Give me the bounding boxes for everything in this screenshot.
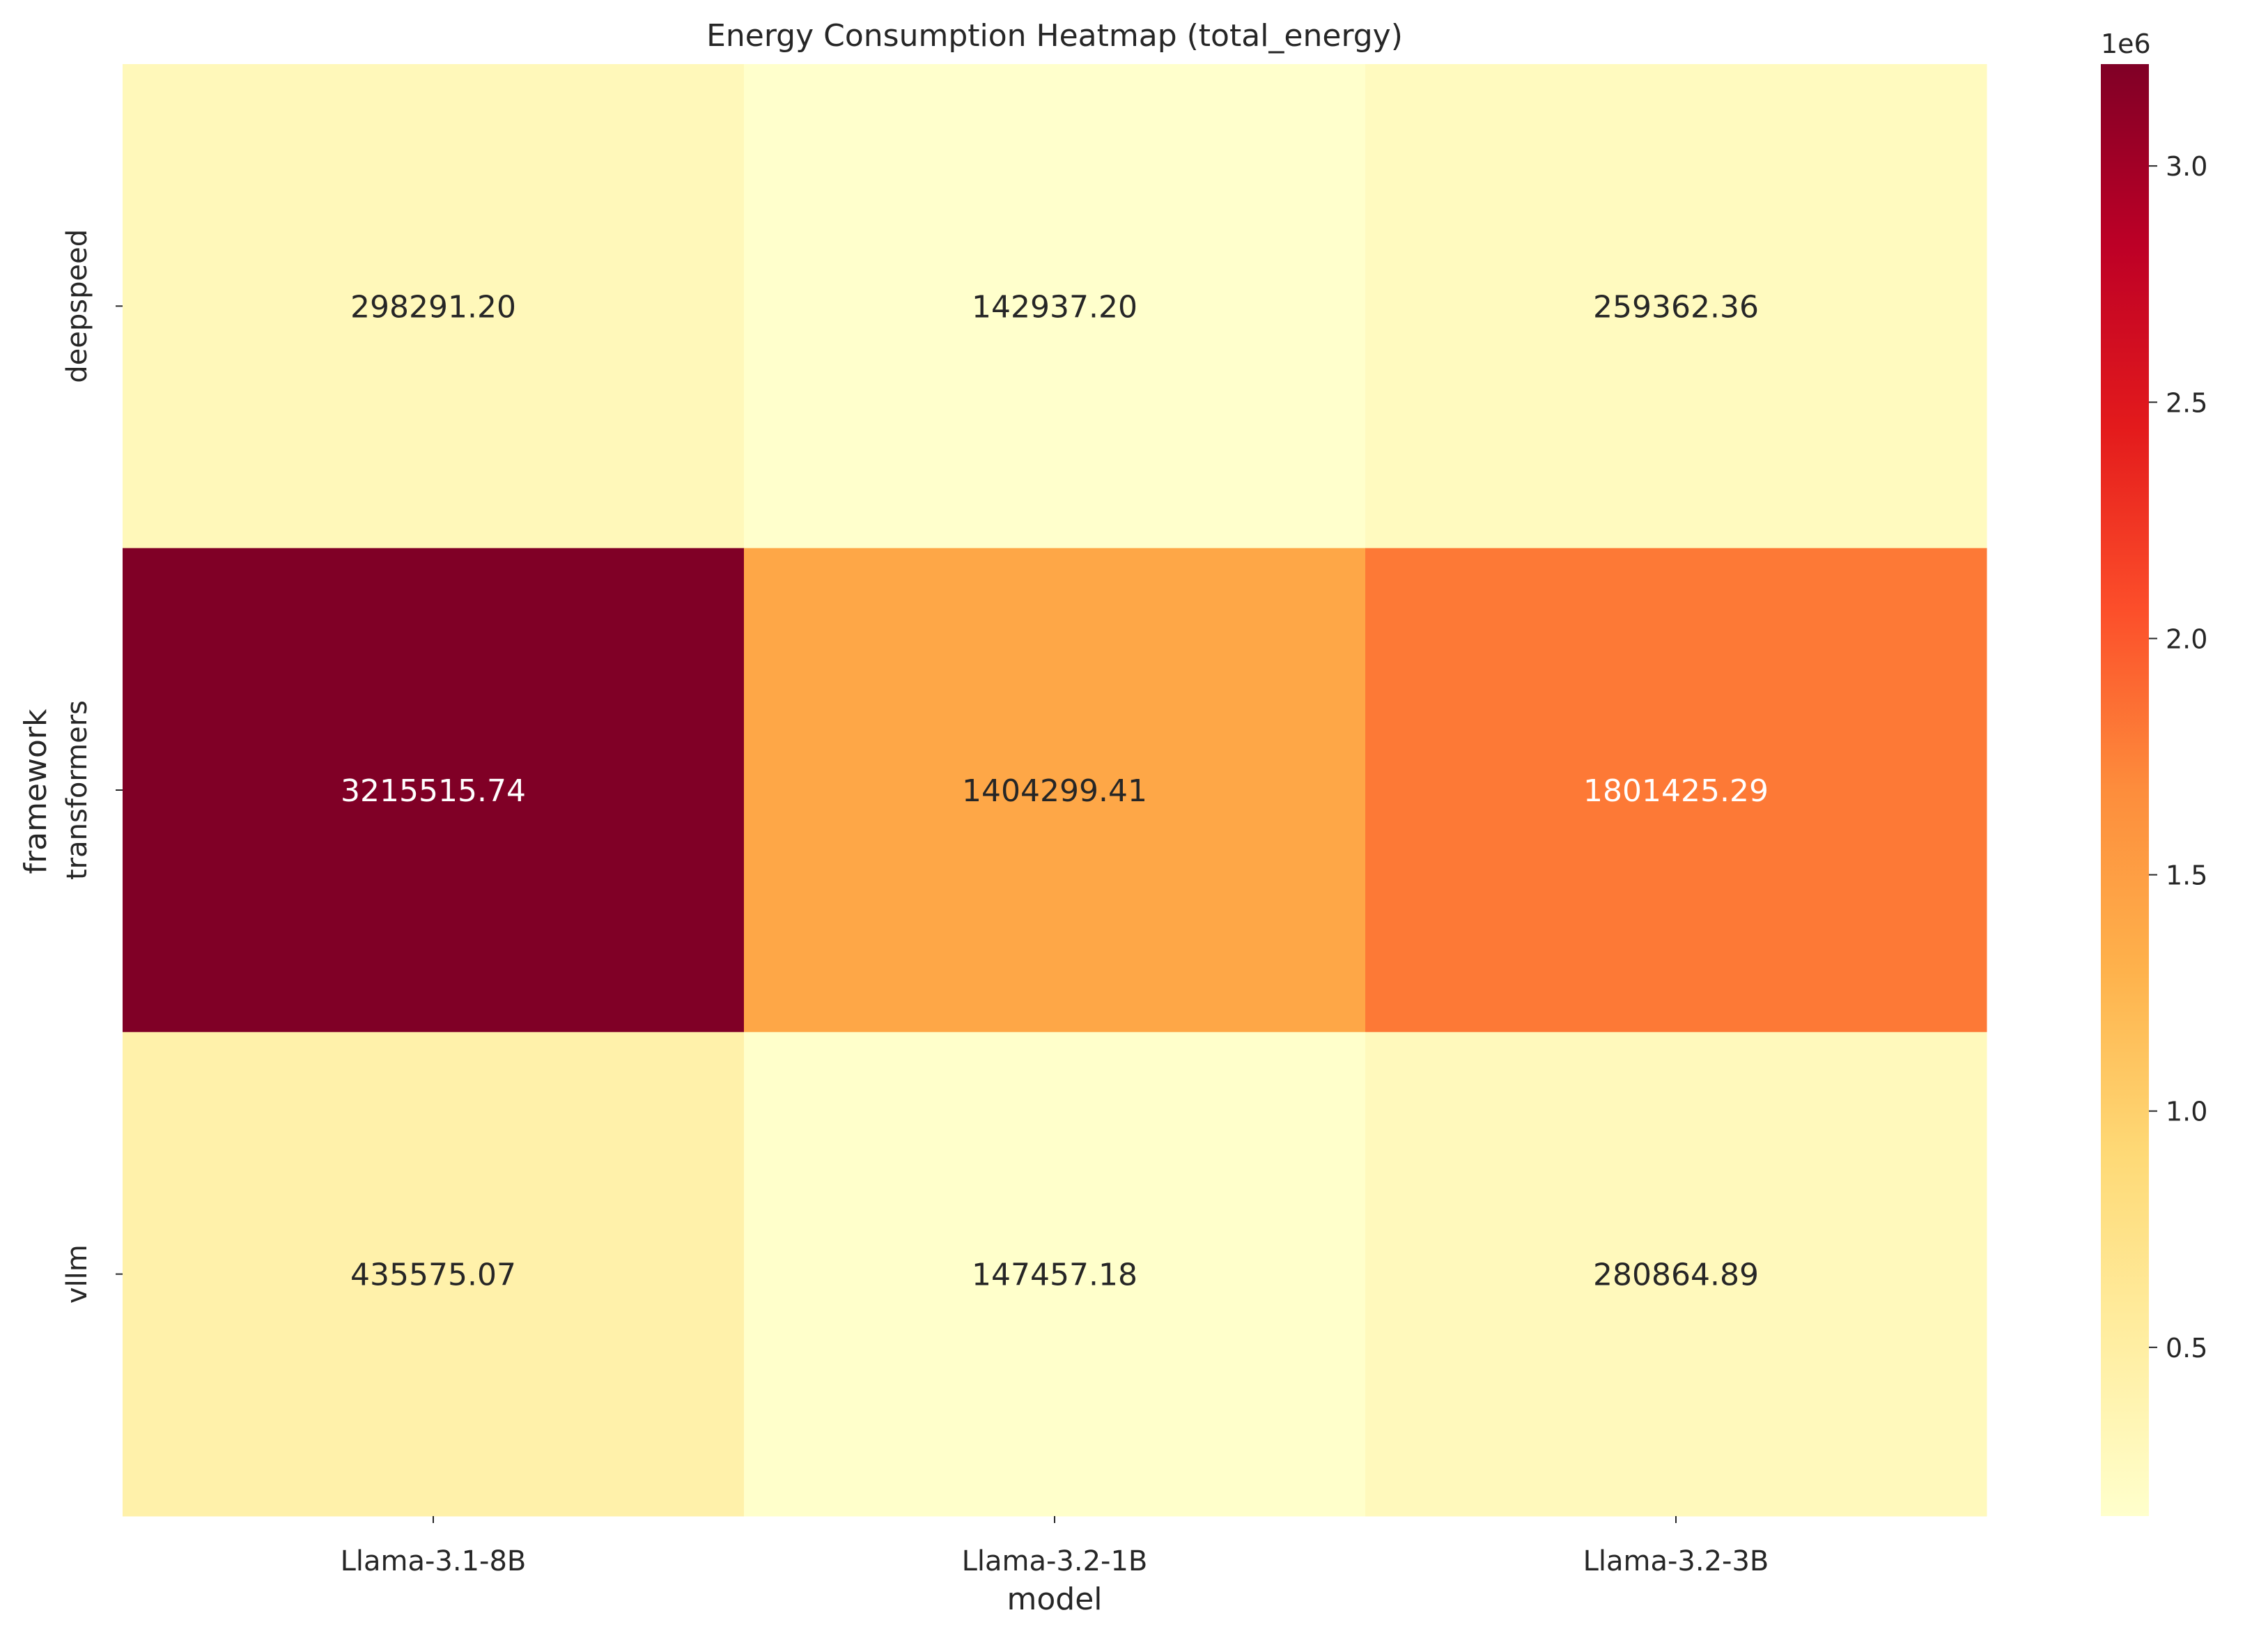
heatmap-cells — [123, 64, 1987, 1517]
chart-title: Energy Consumption Heatmap (total_energy… — [706, 18, 1403, 54]
x-tick-label: Llama-3.2-1B — [962, 1545, 1148, 1577]
y-tick-label: deepspeed — [61, 229, 93, 383]
heatmap-cell — [1365, 548, 1987, 1033]
cell-value-label: 142937.20 — [972, 289, 1137, 325]
colorbar-tick-label: 2.5 — [2166, 387, 2207, 418]
cell-value-label: 259362.36 — [1593, 289, 1759, 325]
x-axis-ticks: Llama-3.1-8B Llama-3.2-1B Llama-3.2-3B — [341, 1516, 1769, 1577]
y-axis-label: framework — [18, 709, 54, 874]
cell-value-label: 280864.89 — [1593, 1258, 1759, 1293]
cell-value-label: 435575.07 — [350, 1258, 516, 1293]
colorbar — [2101, 64, 2149, 1516]
heatmap-cell — [744, 548, 1366, 1033]
heatmap-cell — [123, 548, 745, 1033]
heatmap-cell-labels: 298291.20 142937.20 259362.36 3215515.74 140… — [341, 289, 1769, 1292]
y-tick-label: transformers — [61, 700, 93, 880]
colorbar-ticks: 0.5 1.0 1.5 2.0 2.5 3.0 — [2149, 151, 2207, 1363]
heatmap-cell — [1365, 1032, 1987, 1517]
colorbar-tick-label: 0.5 — [2166, 1333, 2207, 1363]
cell-value-label: 298291.20 — [350, 289, 516, 325]
cell-value-label: 1801425.29 — [1583, 773, 1769, 809]
y-tick-label: vllm — [61, 1244, 93, 1304]
cell-value-label: 3215515.74 — [341, 773, 526, 809]
colorbar-offset-label: 1e6 — [2101, 29, 2151, 59]
x-tick-label: Llama-3.1-8B — [341, 1545, 527, 1577]
colorbar-tick-label: 1.0 — [2166, 1097, 2207, 1127]
x-tick-label: Llama-3.2-3B — [1583, 1545, 1769, 1577]
colorbar-tick-label: 1.5 — [2166, 860, 2207, 891]
x-axis-label: model — [1007, 1582, 1102, 1617]
colorbar-tick-label: 2.0 — [2166, 624, 2207, 654]
cell-value-label: 1404299.41 — [962, 773, 1147, 809]
heatmap-cell — [123, 1032, 745, 1517]
heatmap-cell — [744, 1032, 1366, 1517]
y-axis-ticks: deepspeed transformers vllm — [61, 229, 123, 1304]
heatmap-cell — [1365, 64, 1987, 549]
colorbar-tick-label: 3.0 — [2166, 151, 2207, 182]
heatmap-cell — [123, 64, 745, 549]
heatmap-cell — [744, 64, 1366, 549]
cell-value-label: 147457.18 — [972, 1258, 1137, 1293]
